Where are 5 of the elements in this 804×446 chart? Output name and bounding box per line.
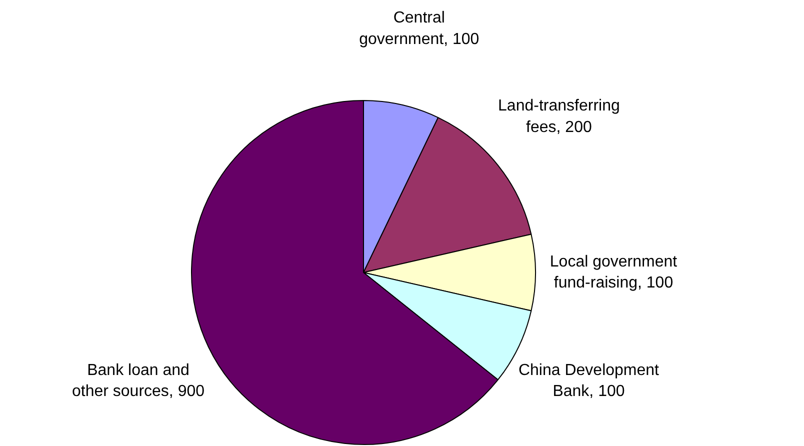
slice-label: Bank loan and other sources, 900 xyxy=(72,362,205,400)
slice-label: Local government fund-raising, 100 xyxy=(550,253,678,292)
slice-label: China Development Bank, 100 xyxy=(518,362,660,400)
slice-label: Land-transferring fees, 200 xyxy=(498,98,620,136)
slice-label: Central government, 100 xyxy=(359,10,480,48)
